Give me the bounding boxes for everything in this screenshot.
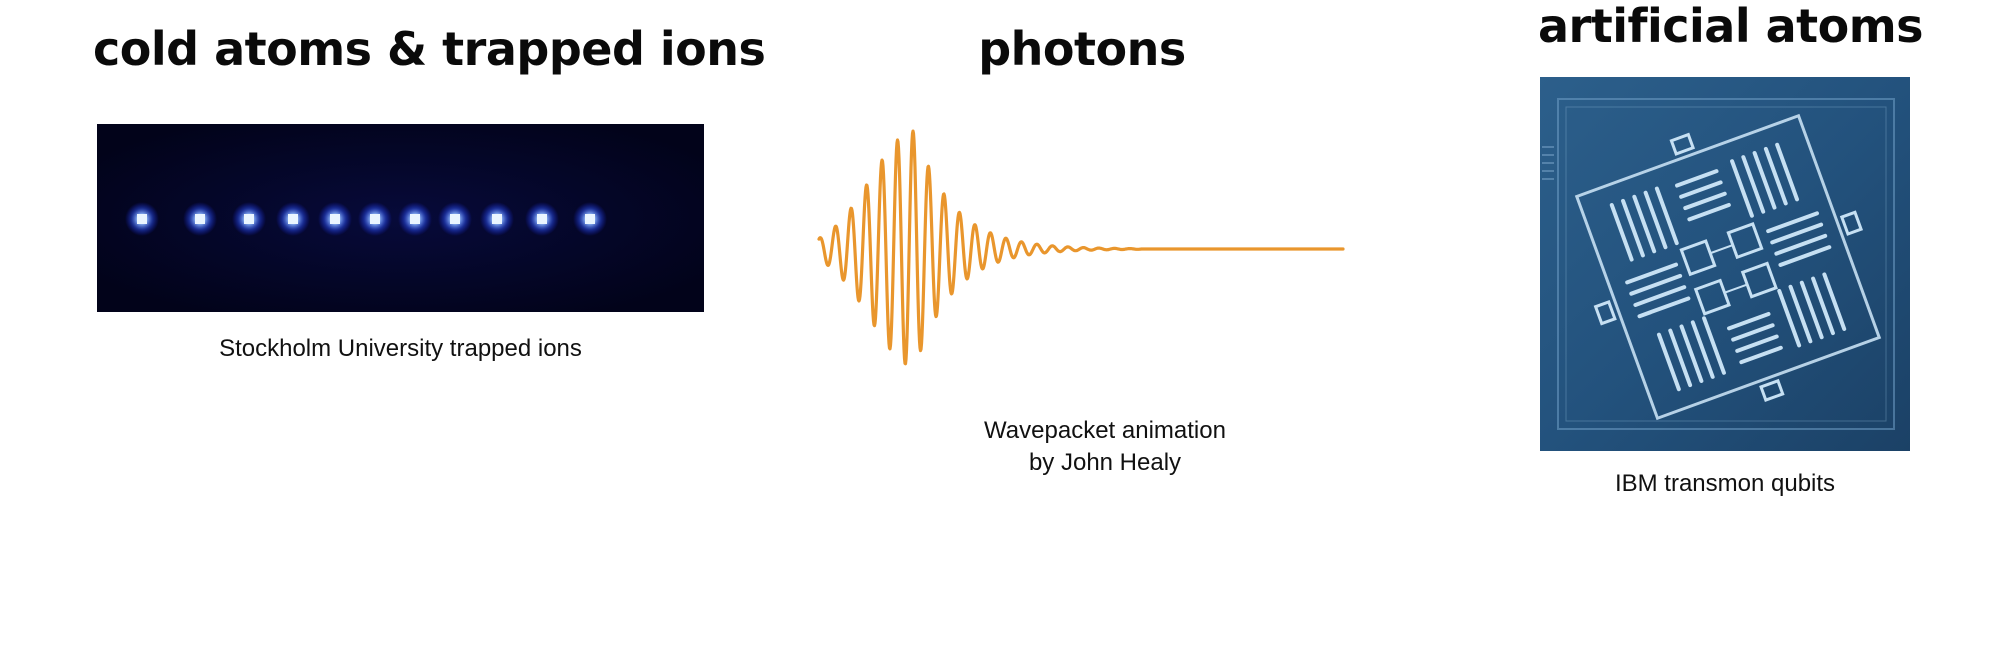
ion (585, 214, 595, 224)
caption-wavepacket-line-1: Wavepacket animation (984, 417, 1226, 444)
caption-wavepacket: Wavepacket animation by John Healy (905, 415, 1305, 479)
ion (537, 214, 547, 224)
heading-cold-atoms: cold atoms & trapped ions (93, 22, 766, 76)
caption-transmon: IBM transmon qubits (1614, 470, 1836, 497)
trapped-ions-image (97, 124, 704, 312)
ion (410, 214, 420, 224)
caption-trapped-ions: Stockholm University trapped ions (219, 335, 582, 362)
ion (330, 214, 340, 224)
heading-photons: photons (978, 22, 1186, 76)
ion (492, 214, 502, 224)
transmon-chip-image (1540, 77, 1910, 451)
heading-artificial-atoms: artificial atoms (1538, 0, 1924, 53)
ion (370, 214, 380, 224)
caption-wavepacket-line-2: by John Healy (1028, 449, 1182, 476)
ion (288, 214, 298, 224)
ion (195, 214, 205, 224)
ion (244, 214, 254, 224)
wavepacket-image (815, 118, 1347, 380)
ion (450, 214, 460, 224)
ion (137, 214, 147, 224)
